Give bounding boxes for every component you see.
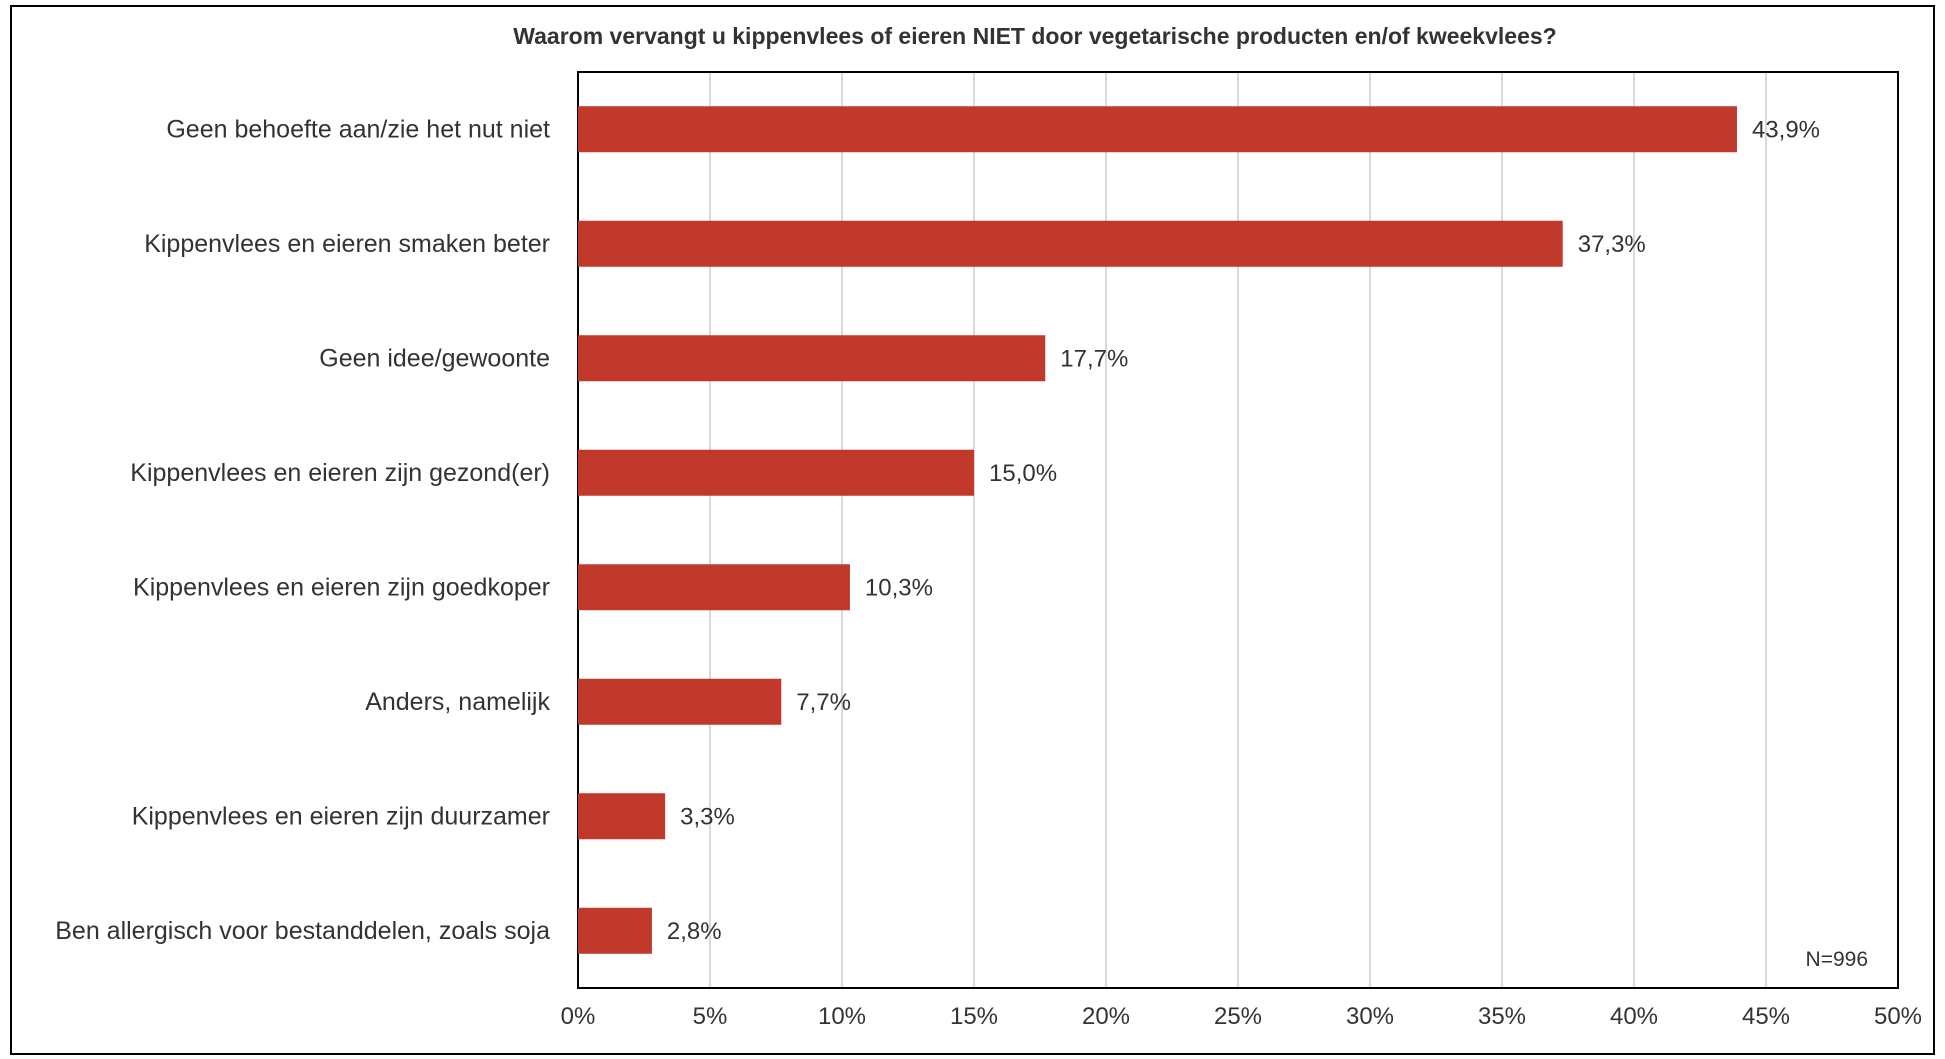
category-label: Kippenvlees en eieren zijn goedkoper xyxy=(133,573,550,601)
category-label: Ben allergisch voor bestanddelen, zoals … xyxy=(55,917,550,945)
bar xyxy=(578,106,1737,153)
bar xyxy=(578,220,1563,267)
x-tick-label: 40% xyxy=(1610,1003,1658,1030)
chart-title: Waarom vervangt u kippenvlees of eieren … xyxy=(513,23,1556,49)
x-tick-label: 45% xyxy=(1742,1003,1790,1030)
chart-frame xyxy=(10,5,1935,1055)
data-label: 2,8% xyxy=(667,918,722,945)
data-label: 37,3% xyxy=(1578,231,1646,258)
x-tick-label: 30% xyxy=(1346,1003,1394,1030)
bar xyxy=(578,449,974,496)
x-tick-label: 15% xyxy=(950,1003,998,1030)
category-label: Geen idee/gewoonte xyxy=(319,344,550,372)
plot-area xyxy=(577,71,1899,989)
category-label: Anders, namelijk xyxy=(365,688,550,716)
x-tick-label: 50% xyxy=(1874,1003,1922,1030)
category-label: Kippenvlees en eieren smaken beter xyxy=(144,230,550,258)
data-label: 10,3% xyxy=(865,574,933,601)
grid-lines xyxy=(709,72,1767,988)
data-label: 7,7% xyxy=(796,689,851,716)
x-tick-label: 25% xyxy=(1214,1003,1262,1030)
category-label: Geen behoefte aan/zie het nut niet xyxy=(166,115,550,143)
data-label: 43,9% xyxy=(1752,116,1820,143)
x-tick-label: 10% xyxy=(818,1003,866,1030)
data-label: 3,3% xyxy=(680,803,735,830)
bar xyxy=(578,335,1046,382)
x-tick-label: 0% xyxy=(561,1003,596,1030)
data-label: 17,7% xyxy=(1060,345,1128,372)
category-label: Kippenvlees en eieren zijn duurzamer xyxy=(132,802,550,830)
sample-size-note: N=996 xyxy=(1806,948,1868,971)
bar xyxy=(578,564,850,611)
labels: 0% 5% 10% 15% 20% 25% 30% 35% 40% 45% 50% Geen beho… xyxy=(55,115,1922,1030)
x-tick-label: 5% xyxy=(693,1003,728,1030)
bar xyxy=(578,907,652,954)
bars xyxy=(578,106,1737,954)
data-label: 15,0% xyxy=(989,460,1057,487)
category-label: Kippenvlees en eieren zijn gezond(er) xyxy=(130,459,550,487)
bar xyxy=(578,678,782,725)
bar xyxy=(578,793,666,840)
x-tick-label: 20% xyxy=(1082,1003,1130,1030)
x-tick-label: 35% xyxy=(1478,1003,1526,1030)
